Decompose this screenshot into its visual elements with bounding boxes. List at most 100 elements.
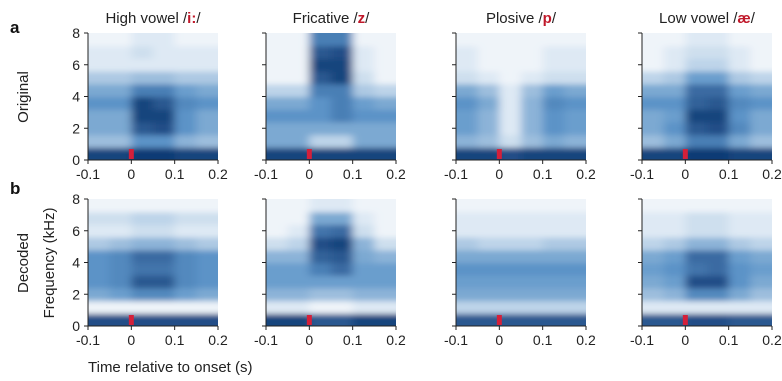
heatmap-cell xyxy=(477,275,500,289)
panel-label-b: b xyxy=(10,179,20,198)
heatmap-cell xyxy=(564,121,586,136)
heatmap-cell xyxy=(153,45,176,59)
heatmap-cell xyxy=(564,249,586,264)
heatmap-cell xyxy=(642,33,665,47)
heatmap-cell xyxy=(456,147,479,160)
heatmap-cell xyxy=(521,199,544,213)
heatmap-cell xyxy=(477,109,500,123)
heatmap-cell xyxy=(352,237,375,251)
heatmap-cell xyxy=(456,249,479,264)
heatmap-cell xyxy=(331,45,354,59)
heatmap-cell xyxy=(456,83,479,98)
heatmap-cell xyxy=(88,96,111,110)
heatmap-cell xyxy=(131,71,154,85)
x-axis-label: Time relative to onset (s) xyxy=(88,359,253,376)
heatmap-cell xyxy=(287,313,310,326)
panel-title-phoneme: z xyxy=(358,10,366,27)
heatmap-cell xyxy=(499,83,522,98)
heatmap-cell xyxy=(287,211,310,225)
heatmap-cell xyxy=(109,249,132,264)
heatmap-cell xyxy=(88,58,111,72)
heatmap-cell xyxy=(642,199,665,213)
heatmap-cell xyxy=(153,147,176,160)
heatmap-cell xyxy=(456,224,479,238)
heatmap-cell xyxy=(266,147,289,160)
heatmap-cell xyxy=(109,300,132,314)
heatmap-cell xyxy=(374,287,396,302)
heatmap-cell xyxy=(728,211,751,225)
x-tick-label: -0.1 xyxy=(444,166,468,182)
heatmap-cell xyxy=(88,275,111,289)
heatmap-cell xyxy=(109,262,132,276)
x-tick-label: 0.1 xyxy=(719,332,739,348)
heatmap-cell xyxy=(131,121,154,136)
heatmap-cell xyxy=(750,83,772,98)
heatmap-cell xyxy=(642,211,665,225)
heatmap-cell xyxy=(728,313,751,326)
heatmap-cell xyxy=(477,249,500,264)
heatmap-cell xyxy=(663,71,686,85)
heatmap-cell xyxy=(174,287,197,302)
heatmap-cell xyxy=(477,287,500,302)
heatmap-cell xyxy=(196,109,218,123)
heatmap-cell xyxy=(153,287,176,302)
heatmap-cell xyxy=(174,96,197,110)
heatmap-cell xyxy=(542,199,565,213)
heatmap-cell xyxy=(728,58,751,72)
heatmap-cell xyxy=(287,262,310,276)
heatmap-cell xyxy=(685,147,708,160)
heatmap-cell xyxy=(685,33,708,47)
heatmap-cell xyxy=(266,134,289,148)
panel-title-prefix: High vowel / xyxy=(105,10,188,27)
heatmap-cell xyxy=(728,262,751,276)
heatmap-cell xyxy=(564,45,586,59)
heatmap-cell xyxy=(153,58,176,72)
panel-title-phoneme: i: xyxy=(187,10,196,27)
heatmap-cell xyxy=(542,287,565,302)
heatmap-cell xyxy=(642,300,665,314)
heatmap-cell xyxy=(728,224,751,238)
heatmap-cell xyxy=(685,134,708,148)
heatmap-cell xyxy=(642,313,665,326)
heatmap-cell xyxy=(109,96,132,110)
heatmap-panel: -0.1 0 0.1 0.2 Fricative /z/ xyxy=(254,10,406,182)
heatmap-cell xyxy=(750,58,772,72)
panel-title-suffix: / xyxy=(365,10,370,27)
heatmap-cell xyxy=(266,121,289,136)
x-tick-label: 0.1 xyxy=(165,166,185,182)
heatmap-cell xyxy=(309,224,332,238)
heatmap-cell xyxy=(542,262,565,276)
heatmap-cell xyxy=(663,58,686,72)
heatmap-cell xyxy=(131,237,154,251)
x-tick-label: 0 xyxy=(305,332,313,348)
heatmap-cell xyxy=(499,45,522,59)
heatmap-cell xyxy=(131,134,154,148)
heatmap-cell xyxy=(542,249,565,264)
heatmap-cell xyxy=(153,199,176,213)
heatmap-cell xyxy=(374,237,396,251)
heatmap-cell xyxy=(374,147,396,160)
x-tick-label: 0.2 xyxy=(576,332,596,348)
heatmap-cell xyxy=(109,287,132,302)
heatmap-cell xyxy=(521,71,544,85)
heatmap-cell xyxy=(499,287,522,302)
heatmap-cell xyxy=(642,58,665,72)
heatmap-cell xyxy=(477,300,500,314)
heatmap-cell xyxy=(153,109,176,123)
heatmap-cell xyxy=(309,134,332,148)
heatmap-cell xyxy=(331,147,354,160)
row-label-original: Original xyxy=(15,71,32,123)
heatmap-cell xyxy=(266,224,289,238)
heatmap-cell xyxy=(352,96,375,110)
heatmap-cell xyxy=(287,71,310,85)
x-tick-label: 0.1 xyxy=(165,332,185,348)
x-tick-label: 0 xyxy=(495,332,503,348)
heatmap-cell xyxy=(309,96,332,110)
heatmap-cell xyxy=(374,262,396,276)
heatmap-cell xyxy=(499,199,522,213)
heatmap-cell xyxy=(287,96,310,110)
heatmap-cell xyxy=(374,313,396,326)
heatmap-cell xyxy=(309,58,332,72)
heatmap-cell xyxy=(374,211,396,225)
